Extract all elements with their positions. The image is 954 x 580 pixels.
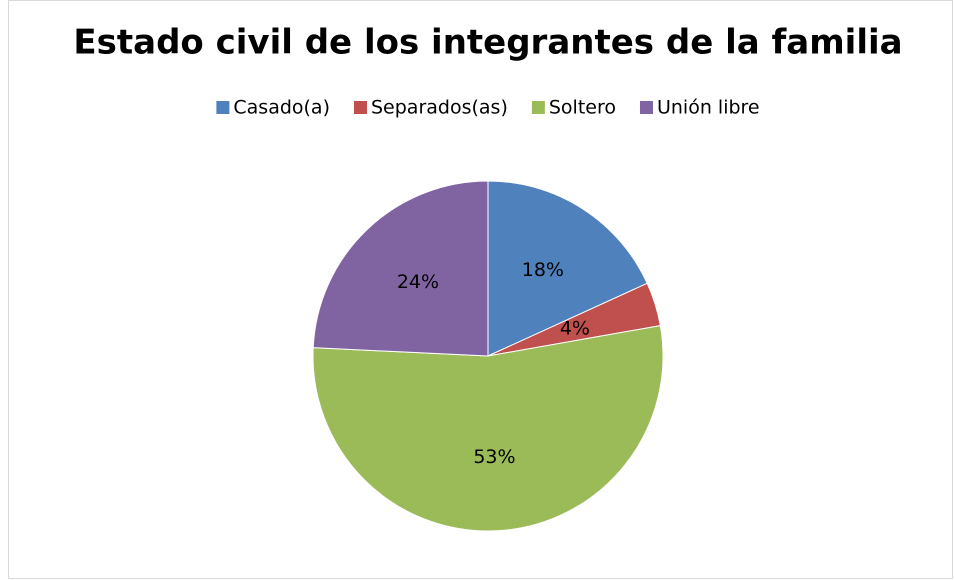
legend-item: Unión libre — [639, 97, 760, 119]
legend: Casado(a) Separados(as) Soltero Unión libre — [216, 97, 760, 119]
legend-label: Separados(as) — [371, 97, 508, 119]
legend-swatch — [531, 101, 545, 114]
pie-slice — [487, 180, 648, 357]
legend-label: Soltero — [549, 97, 616, 119]
legend-item: Separados(as) — [353, 97, 508, 119]
legend-swatch — [639, 101, 653, 114]
legend-item: Soltero — [531, 97, 616, 119]
data-label: 24% — [397, 271, 439, 293]
pie-slice — [312, 325, 664, 532]
pie-slice — [312, 180, 489, 357]
legend-swatch — [353, 101, 367, 114]
data-label: 4% — [560, 317, 590, 339]
data-label: 18% — [522, 259, 564, 281]
legend-item: Casado(a) — [216, 97, 330, 119]
legend-label: Casado(a) — [233, 97, 330, 119]
chart-title: Estado civil de los integrantes de la fa… — [73, 23, 902, 63]
pie: 18% 4% 53% 24% — [312, 180, 664, 532]
legend-label: Unión libre — [657, 97, 760, 119]
legend-swatch — [216, 101, 230, 114]
data-label: 53% — [473, 446, 515, 468]
